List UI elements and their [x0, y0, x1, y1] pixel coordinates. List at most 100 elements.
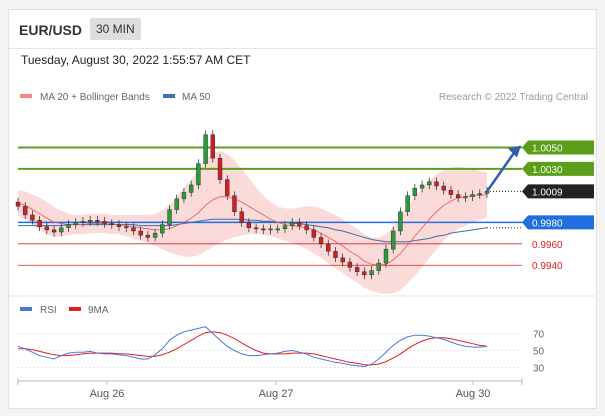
candle-body — [398, 211, 403, 232]
candle — [152, 228, 158, 242]
level-label-current: 1.0009 — [522, 184, 594, 199]
candle — [188, 180, 194, 197]
candle-body — [318, 237, 324, 245]
ma20-legend-label: MA 20 + Bollinger Bands — [40, 92, 150, 103]
candle-body — [160, 224, 165, 234]
candle — [455, 190, 461, 203]
candle — [376, 258, 381, 275]
levels-layer — [18, 146, 594, 266]
candle-body — [239, 211, 244, 223]
candle-body — [102, 221, 107, 224]
candle-body — [217, 157, 223, 180]
candle-body — [311, 229, 317, 238]
candle — [30, 210, 35, 225]
time-tick-label: Aug 26 — [90, 388, 125, 400]
candle-body — [261, 228, 266, 231]
candle-body — [268, 228, 273, 231]
level-label-text: 0.9980 — [532, 218, 563, 229]
candle-body — [109, 223, 114, 225]
time-axis: Aug 26 Aug 27 Aug 30 — [17, 378, 523, 400]
candle-body — [434, 181, 439, 187]
candle-body — [455, 194, 461, 198]
level-label-bg — [522, 215, 594, 230]
ma50-legend-label: MA 50 — [182, 92, 211, 103]
candle — [232, 191, 237, 216]
candle-body — [210, 134, 215, 159]
level-label-text: 1.0030 — [532, 165, 563, 176]
candle-body — [145, 235, 151, 238]
candle-body — [203, 134, 208, 164]
candle-body — [30, 214, 35, 221]
candle — [477, 189, 482, 199]
candle-body — [152, 232, 158, 238]
rsi-panel: 70 50 30 — [17, 326, 545, 375]
candle — [275, 224, 280, 234]
level-label-bg — [522, 161, 594, 176]
candle-body — [477, 193, 482, 195]
candle — [181, 188, 187, 204]
candle — [102, 217, 107, 228]
level-label-bg — [522, 184, 594, 199]
candle — [116, 220, 122, 231]
rsi-legend-swatch — [20, 307, 32, 311]
candle — [333, 247, 338, 263]
candle — [87, 215, 93, 226]
level-label-text: 1.0009 — [532, 187, 563, 198]
candle — [398, 207, 403, 236]
time-tick-label: Aug 27 — [259, 388, 294, 400]
candle — [340, 253, 345, 267]
candle — [160, 220, 165, 238]
candle — [297, 218, 302, 230]
candle — [210, 130, 215, 163]
candle — [15, 197, 21, 211]
candle-body — [174, 198, 179, 210]
candle-body — [463, 196, 468, 199]
rsi-tick-label: 70 — [533, 330, 545, 341]
candle — [427, 177, 432, 190]
symbol-title: EUR/USD — [19, 22, 83, 38]
timeframe-badge[interactable]: 30 MIN — [90, 18, 141, 40]
candle — [354, 263, 360, 276]
time-tick-label: Aug 30 — [456, 388, 491, 400]
candle-body — [275, 228, 280, 231]
candle-body — [290, 222, 295, 226]
rsi-legend-label: RSI — [40, 305, 57, 316]
chart-timestamp: Tuesday, August 30, 2022 1:55:57 AM CET — [21, 53, 251, 67]
candle — [463, 192, 468, 203]
candle-body — [484, 191, 490, 194]
candle-body — [131, 227, 136, 232]
candles-layer — [15, 130, 521, 280]
level-label-resistance: 1.0050 — [522, 140, 594, 155]
candle — [470, 190, 475, 201]
candle — [441, 181, 446, 195]
candle — [196, 159, 201, 190]
candle-body — [391, 230, 396, 250]
ma20-legend-swatch — [20, 94, 32, 98]
candle — [246, 218, 252, 233]
candle-body — [427, 181, 432, 186]
candle — [419, 180, 425, 193]
level-label-resistance: 1.0030 — [522, 161, 594, 176]
candle — [23, 202, 28, 220]
candle — [448, 186, 454, 199]
rsi-legend: RSI 9MA — [20, 305, 109, 316]
candle-body — [297, 222, 302, 226]
ma50-line — [18, 218, 488, 243]
candle-body — [253, 227, 259, 230]
level-label-bg — [522, 140, 594, 155]
candle — [261, 224, 266, 235]
candle-body — [15, 201, 21, 207]
ma50-legend-swatch — [163, 94, 175, 98]
rsi-tick-label: 50 — [533, 347, 545, 358]
candle-body — [95, 220, 100, 222]
candle-body — [124, 226, 129, 229]
candle-body — [376, 262, 381, 271]
projection-arrow-line — [485, 150, 517, 193]
candle-body — [326, 243, 331, 252]
candle — [412, 183, 418, 200]
ma9-legend-swatch — [69, 307, 81, 311]
candle — [138, 226, 143, 240]
chart-card: EUR/USD 30 MIN Tuesday, August 30, 2022 … — [8, 9, 597, 409]
support-label: 0.9940 — [532, 261, 563, 272]
candle — [203, 130, 208, 168]
